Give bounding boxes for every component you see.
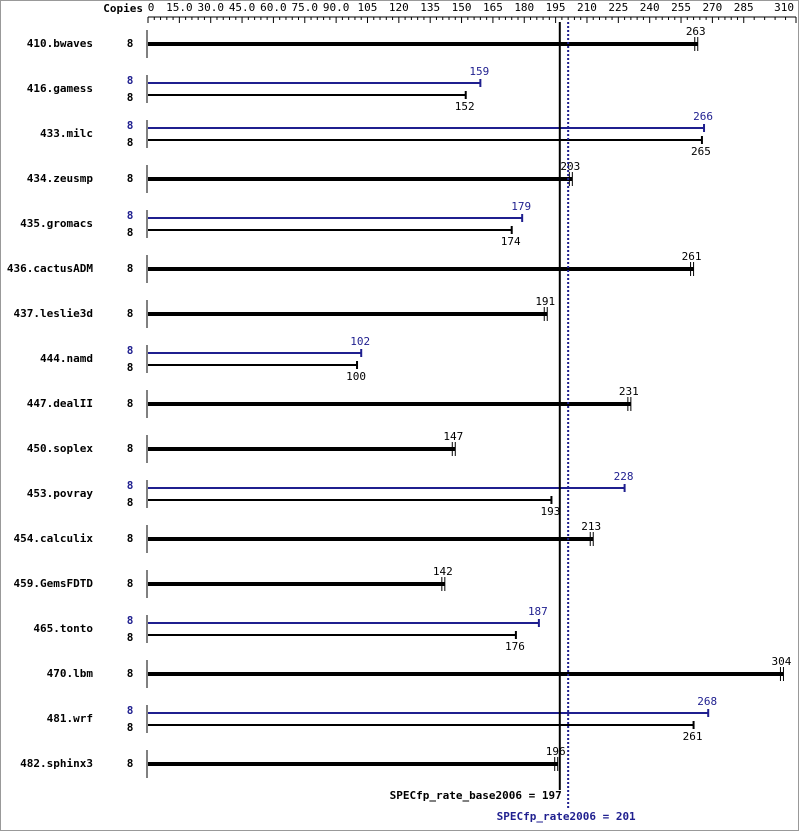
x-tick-label: 105 xyxy=(358,1,378,14)
benchmark-label: 435.gromacs xyxy=(20,217,93,230)
copies: 8 xyxy=(127,757,134,770)
value-label: 187 xyxy=(528,605,548,618)
benchmark-label: 482.sphinx3 xyxy=(20,757,93,770)
value-label: 261 xyxy=(682,250,702,263)
x-tick-label: 270 xyxy=(702,1,722,14)
value-label: 174 xyxy=(501,235,521,248)
copies: 8 xyxy=(127,442,134,455)
benchmark-label: 410.bwaves xyxy=(27,37,93,50)
x-tick-label: 165 xyxy=(483,1,503,14)
x-tick-label: 285 xyxy=(734,1,754,14)
x-tick-label: 0 xyxy=(148,1,155,14)
value-label: 176 xyxy=(505,640,525,653)
x-tick-label: 45.0 xyxy=(229,1,256,14)
benchmark-label: 444.namd xyxy=(40,352,93,365)
value-label: 228 xyxy=(614,470,634,483)
value-label: 261 xyxy=(683,730,703,743)
copies: 8 xyxy=(127,479,134,492)
benchmark-label: 470.lbm xyxy=(47,667,94,680)
value-label: 231 xyxy=(619,385,639,398)
benchmark-label: 453.povray xyxy=(27,487,94,500)
benchmark-label: 434.zeusmp xyxy=(27,172,94,185)
benchmark-label: 433.milc xyxy=(40,127,93,140)
copies: 8 xyxy=(127,344,134,357)
x-tick-label: 255 xyxy=(671,1,691,14)
value-label: 265 xyxy=(691,145,711,158)
benchmark-label: 416.gamess xyxy=(27,82,93,95)
copies: 8 xyxy=(127,136,134,149)
value-label: 102 xyxy=(350,335,370,348)
value-label: 100 xyxy=(346,370,366,383)
x-tick-label: 310 xyxy=(774,1,794,14)
copies: 8 xyxy=(127,532,134,545)
benchmark-label: 454.calculix xyxy=(14,532,94,545)
value-label: 152 xyxy=(455,100,475,113)
value-label: 193 xyxy=(540,505,560,518)
value-label: 196 xyxy=(546,745,566,758)
copies: 8 xyxy=(127,397,134,410)
x-tick-label: 15.0 xyxy=(166,1,193,14)
copies: 8 xyxy=(127,307,134,320)
copies: 8 xyxy=(127,74,134,87)
x-tick-label: 210 xyxy=(577,1,597,14)
value-label: 142 xyxy=(433,565,453,578)
benchmark-label: 447.dealII xyxy=(27,397,93,410)
x-tick-label: 90.0 xyxy=(323,1,350,14)
value-label: 179 xyxy=(511,200,531,213)
value-label: 213 xyxy=(581,520,601,533)
copies-header: Copies xyxy=(103,2,143,15)
benchmark-label: 437.leslie3d xyxy=(14,307,93,320)
reference-label: SPECfp_rate2006 = 201 xyxy=(497,810,636,823)
x-tick-label: 120 xyxy=(389,1,409,14)
x-tick-label: 75.0 xyxy=(292,1,319,14)
value-label: 159 xyxy=(469,65,489,78)
value-label: 266 xyxy=(693,110,713,123)
copies: 8 xyxy=(127,721,134,734)
value-label: 268 xyxy=(697,695,717,708)
benchmark-label: 450.soplex xyxy=(27,442,94,455)
value-label: 191 xyxy=(535,295,555,308)
value-label: 147 xyxy=(443,430,463,443)
x-tick-label: 30.0 xyxy=(197,1,224,14)
copies: 8 xyxy=(127,119,134,132)
benchmark-label: 459.GemsFDTD xyxy=(14,577,94,590)
x-tick-label: 225 xyxy=(608,1,628,14)
copies: 8 xyxy=(127,172,134,185)
value-label: 304 xyxy=(772,655,792,668)
reference-label: SPECfp_rate_base2006 = 197 xyxy=(390,789,562,802)
x-tick-label: 195 xyxy=(546,1,566,14)
x-tick-label: 180 xyxy=(514,1,534,14)
copies: 8 xyxy=(127,614,134,627)
copies: 8 xyxy=(127,361,134,374)
benchmark-label: 481.wrf xyxy=(47,712,93,725)
x-tick-label: 60.0 xyxy=(260,1,287,14)
x-tick-label: 135 xyxy=(420,1,440,14)
value-label: 263 xyxy=(686,25,706,38)
copies: 8 xyxy=(127,631,134,644)
copies: 8 xyxy=(127,209,134,222)
benchmark-label: 436.cactusADM xyxy=(7,262,93,275)
benchmark-label: 465.tonto xyxy=(33,622,93,635)
x-tick-label: 240 xyxy=(640,1,660,14)
value-label: 203 xyxy=(560,160,580,173)
copies: 8 xyxy=(127,577,134,590)
x-tick-label: 150 xyxy=(452,1,472,14)
copies: 8 xyxy=(127,667,134,680)
copies: 8 xyxy=(127,704,134,717)
copies: 8 xyxy=(127,262,134,275)
copies: 8 xyxy=(127,496,134,509)
copies: 8 xyxy=(127,226,134,239)
copies: 8 xyxy=(127,37,134,50)
copies: 8 xyxy=(127,91,134,104)
